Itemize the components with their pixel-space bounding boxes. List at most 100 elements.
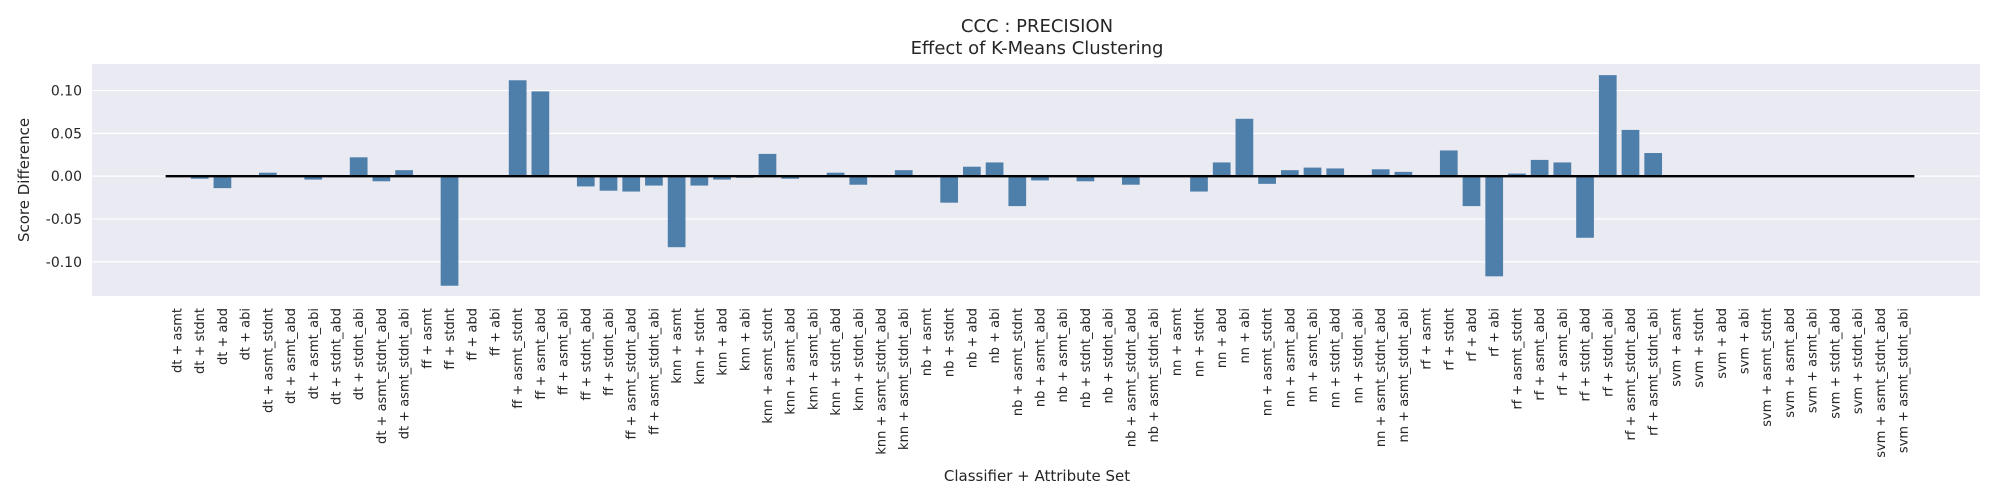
bar — [690, 176, 709, 186]
x-tick-label: nn + stdnt_abd — [1329, 308, 1344, 408]
x-tick-label: rf + asmt_abi — [1556, 308, 1571, 396]
bar — [713, 176, 731, 180]
x-tick-label: nb + asmt_stdnt_abd — [1124, 308, 1139, 447]
x-tick-label: svm + asmt_stdnt — [1760, 308, 1775, 427]
x-tick-label: nb + asmt_stdnt_abi — [1147, 308, 1162, 442]
x-tick-label: nn + abi — [1238, 308, 1253, 363]
x-tick-label: dt + stdnt_abi — [352, 308, 367, 400]
x-tick-label: rf + asmt_stdnt_abi — [1647, 308, 1662, 436]
y-tick-label: -0.10 — [46, 255, 82, 271]
x-tick-label: dt + abd — [216, 308, 231, 365]
bar — [1439, 150, 1458, 177]
bar — [894, 170, 913, 177]
x-tick-label: svm + asmt — [1669, 308, 1684, 387]
x-tick-label: dt + asmt_stdnt_abd — [375, 308, 390, 444]
x-tick-label: knn + stdnt_abd — [829, 308, 844, 416]
bar — [1576, 176, 1594, 238]
bar — [440, 176, 459, 286]
y-tick-label: 0.05 — [51, 126, 82, 142]
bar — [826, 172, 845, 177]
x-tick-label: nb + asmt — [920, 308, 935, 376]
bar — [1008, 176, 1027, 207]
bar — [1394, 171, 1413, 177]
y-axis-label: Score Difference — [15, 118, 33, 242]
x-tick-label: svm + asmt_abd — [1783, 308, 1798, 418]
x-tick-label: nn + asmt_abi — [1306, 308, 1321, 402]
x-tick-label: svm + abd — [1715, 308, 1730, 379]
x-tick-label: ff + asmt_stdnt_abi — [647, 308, 662, 435]
bar — [849, 176, 868, 185]
bar — [1258, 176, 1276, 184]
x-tick-label: dt + asmt_stdnt_abi — [398, 308, 413, 439]
bar — [1326, 168, 1345, 177]
x-tick-label: nn + stdnt — [1192, 308, 1207, 377]
x-tick-label: svm + stdnt_abi — [1851, 308, 1866, 414]
bar — [1076, 176, 1095, 182]
x-tick-label: svm + asmt_abi — [1806, 308, 1821, 413]
bar — [395, 170, 413, 177]
x-tick-label: svm + abi — [1738, 308, 1753, 374]
bar — [1485, 176, 1504, 277]
bar — [963, 166, 981, 177]
chart-title: CCC : PRECISION — [961, 16, 1113, 37]
x-tick-label: ff + stdnt — [443, 308, 458, 370]
bar — [1530, 159, 1549, 177]
bar — [1303, 167, 1322, 177]
x-tick-label: rf + abi — [1488, 308, 1503, 357]
bar — [645, 176, 663, 186]
x-tick-label: dt + abi — [239, 308, 254, 360]
x-tick-label: rf + asmt — [1420, 308, 1435, 370]
x-tick-label: rf + asmt_stdnt — [1510, 308, 1525, 410]
x-tick-label: knn + asmt_abd — [784, 308, 799, 415]
x-tick-label: nn + abd — [1215, 308, 1230, 368]
x-tick-label: nn + stdnt_abi — [1351, 308, 1366, 403]
x-tick-label: dt + stdnt — [193, 308, 208, 374]
bar — [622, 176, 641, 192]
x-tick-label: nn + asmt_stdnt_abi — [1397, 308, 1412, 442]
bar — [1235, 118, 1254, 177]
x-tick-label: dt + asmt — [171, 308, 186, 373]
x-tick-labels: dt + asmt dt + stdnt dt + abd dt + abi dt + … — [171, 308, 1912, 458]
bar — [349, 157, 368, 177]
x-tick-label: ff + stdnt_abd — [579, 308, 594, 401]
x-tick-label: knn + stdnt — [693, 308, 708, 385]
x-tick-label: rf + stdnt_abd — [1579, 308, 1594, 402]
bar — [372, 176, 391, 182]
bar — [213, 176, 232, 189]
bar — [190, 176, 209, 179]
x-tick-label: ff + abd — [466, 308, 481, 361]
chart-subtitle: Effect of K-Means Clustering — [911, 38, 1164, 59]
x-tick-label: knn + abi — [738, 308, 753, 371]
x-tick-label: nn + asmt — [1170, 308, 1185, 376]
x-tick-label: nb + asmt_abd — [1034, 308, 1049, 407]
bar — [758, 153, 777, 177]
bar — [1644, 153, 1663, 177]
bar — [1280, 170, 1299, 177]
x-tick-label: nn + asmt_stdnt_abd — [1374, 308, 1389, 447]
x-tick-label: ff + stdnt_abi — [602, 308, 617, 396]
x-tick-label: ff + asmt_stdnt — [511, 308, 526, 409]
bar — [1371, 169, 1390, 177]
bar — [1553, 162, 1572, 177]
x-tick-label: dt + asmt_abi — [307, 308, 322, 399]
x-tick-label: knn + asmt_stdnt_abd — [875, 308, 890, 455]
x-tick-label: svm + asmt_stdnt_abi — [1897, 308, 1912, 453]
bar — [781, 176, 800, 179]
x-tick-label: ff + asmt_stdnt_abd — [625, 308, 640, 440]
x-tick-label: ff + abi — [488, 308, 503, 356]
bar — [940, 176, 959, 203]
x-tick-label: ff + asmt — [420, 308, 435, 369]
bar — [599, 176, 618, 191]
bar — [1508, 173, 1526, 177]
x-tick-label: nb + stdnt_abd — [1079, 308, 1094, 408]
bar — [1190, 176, 1208, 192]
x-tick-label: ff + asmt_abi — [557, 308, 572, 395]
x-tick-label: dt + stdnt_abd — [329, 308, 344, 405]
x-tick-label: nb + asmt_abi — [1056, 308, 1071, 402]
x-tick-label: rf + stdnt — [1442, 308, 1457, 371]
x-tick-label: nn + asmt_stdnt — [1261, 308, 1276, 416]
x-tick-label: rf + asmt_abd — [1533, 308, 1548, 401]
x-tick-label: knn + asmt_stdnt — [761, 308, 776, 424]
